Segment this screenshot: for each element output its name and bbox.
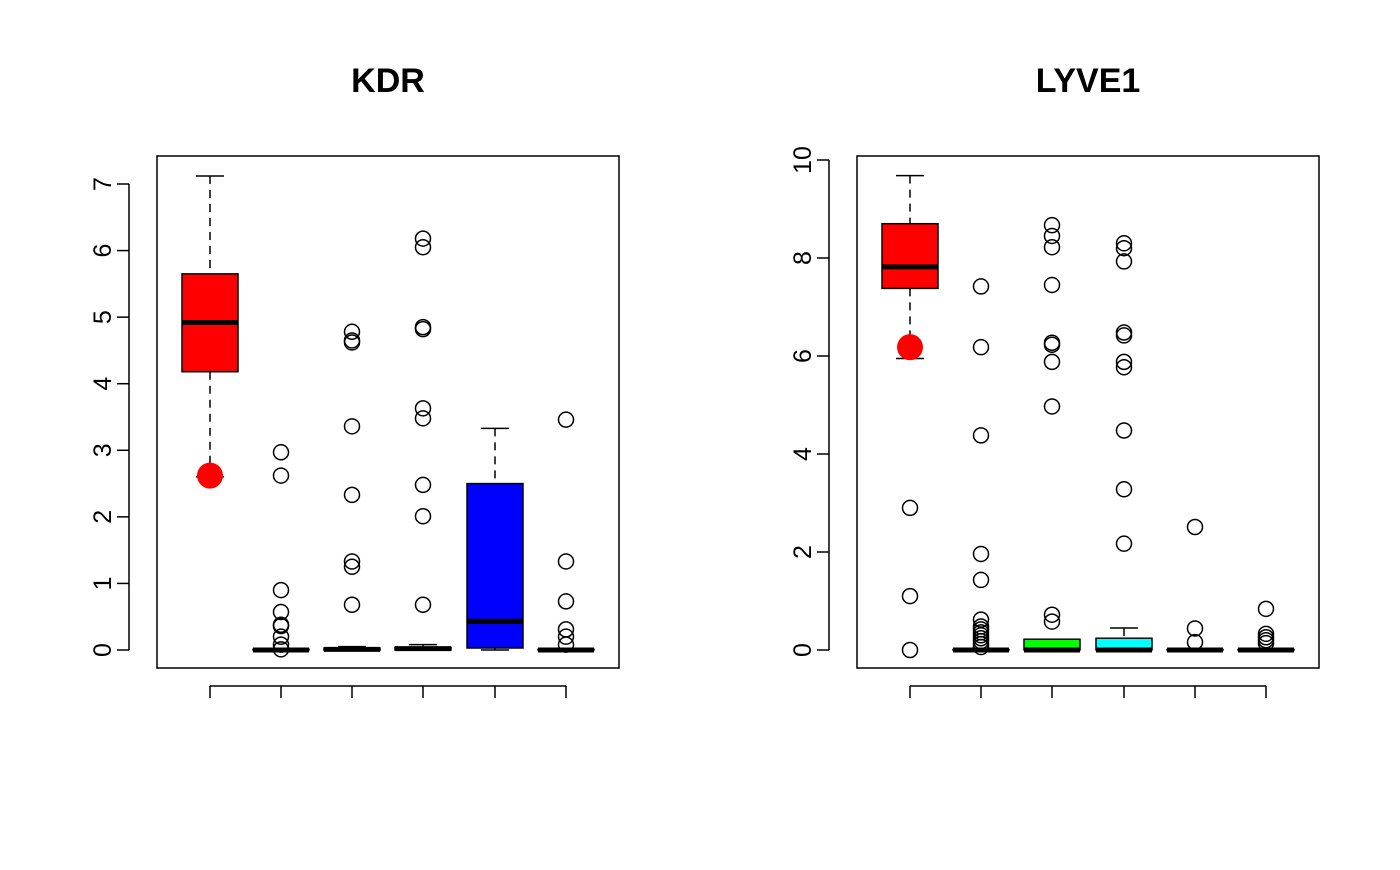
panel-2-box-2-outlier [972,338,990,356]
panel-1-y-tick-label: 7 [89,177,117,191]
panel-2-box-1-highlight-point [897,334,923,361]
panel-1-box-1-highlight-point [197,462,223,489]
panel-1-y-tick-label: 5 [89,310,117,324]
panel-2-y-tick-label: 0 [789,643,817,657]
panel-2-box-3-outlier [1043,227,1061,245]
panel-2-box-5-outlier [1186,518,1204,536]
panel-1-box-2-outlier [272,581,290,599]
panel-1-box-3-outlier [343,486,361,504]
panel-2-box-5-outlier [1186,620,1204,637]
panel-1-box-4-outlier [414,410,432,427]
panel-1-box-2-outlier [272,467,290,484]
panel-2-box-4-outlier [1115,535,1133,552]
panel-2-box-6-outlier [1257,634,1275,652]
panel-1-plot-frame [156,155,620,669]
panel-1-box-2-outlier [272,603,290,621]
panel-2-box-1-outlier [901,587,919,605]
panel-title-lyve1: LYVE1 [1036,62,1141,100]
panel-1-box-3-outlier [343,334,361,351]
panel-1-box-3-outlier [343,323,361,341]
panel-1-box-2-outlier [272,641,290,658]
panel-2-box-1-body [881,222,939,290]
panel-1-box-6-outlier [557,628,575,645]
panel-1-y-tick-label: 3 [89,443,117,457]
panel-2-box-4-outlier [1115,239,1133,257]
panel-2-box-3-outlier [1043,398,1061,415]
panel-2-box-4-outlier [1115,253,1133,270]
panel-2-box-3-outlier [1043,606,1061,623]
panel-2-box-4-outlier [1115,327,1133,344]
panel-1-box-6-outlier [557,411,575,428]
panel-2-box-3-outlier [1043,216,1061,234]
panel-1-box-3-outlier [343,553,361,570]
panel-2-box-2-outlier [972,545,990,563]
panel-2-box-6-outlier [1257,600,1275,618]
panel-2-y-tick-label: 4 [789,447,817,461]
panel-2-box-4-outlier [1115,422,1133,439]
panel-1-box-4-outlier [414,238,432,256]
panel-1-y-tick-label: 4 [89,377,117,391]
panel-1-box-2-outlier [272,628,290,645]
panel-1-y-tick-label: 1 [89,576,117,590]
panel-2-box-5-outlier [1186,633,1204,651]
panel-2-box-1-outlier [901,641,919,659]
panel-1-box-6-outlier [557,553,575,570]
panel-1-box-4-outlier [414,476,432,494]
panel-2-box-3-outlier [1043,336,1061,353]
panel-2-plot-frame [856,155,1320,669]
panel-title-kdr: KDR [351,62,425,100]
panel-2-box-2-outlier [972,571,990,589]
panel-2-box-2-outlier [972,427,990,444]
panel-1-box-2-outlier [272,636,290,653]
panel-2-box-2-outlier [972,638,990,656]
panel-1-box-4-outlier [414,320,432,338]
panel-2-y-tick-label: 10 [789,146,817,174]
panel-2-y-tick-label: 6 [789,349,817,363]
panel-1-box-4-outlier [414,230,432,247]
panel-2-box-4-outlier [1115,353,1133,371]
panel-2-box-2-outlier [972,278,990,295]
panel-2-box-4-outlier [1115,359,1133,376]
panel-1-y-tick-label: 6 [89,244,117,258]
panel-2-box-3-outlier [1043,613,1061,630]
panel-2-y-tick-label: 8 [789,251,817,265]
panel-1-box-2-outlier [272,617,290,635]
panel-2-box-4-outlier [1115,481,1133,498]
panel-1-box-4-outlier [414,507,432,525]
panel-1-box-3-outlier [343,596,361,613]
panel-1-y-tick-label: 2 [89,510,117,524]
panel-1-box-6-outlier [557,636,575,653]
panel-2-box-3-outlier [1043,238,1061,256]
panel-1-y-tick-label: 0 [89,643,117,657]
panel-2-box-1-outlier [901,499,919,517]
panel-1-box-4-outlier [414,596,432,613]
panel-1-box-3-outlier [343,418,361,435]
panel-2-box-4-outlier [1115,235,1133,252]
panel-2-box-3-outlier [1043,276,1061,294]
panel-2-y-tick-label: 2 [789,545,817,559]
panel-2-box-6-outlier [1257,625,1275,643]
panel-1-box-2-outlier [272,444,290,461]
panel-1-box-3-outlier [343,558,361,576]
panel-1-box-4-outlier [414,400,432,417]
panel-2-box-3-outlier [1043,353,1061,371]
panel-1-box-6-outlier [557,593,575,610]
